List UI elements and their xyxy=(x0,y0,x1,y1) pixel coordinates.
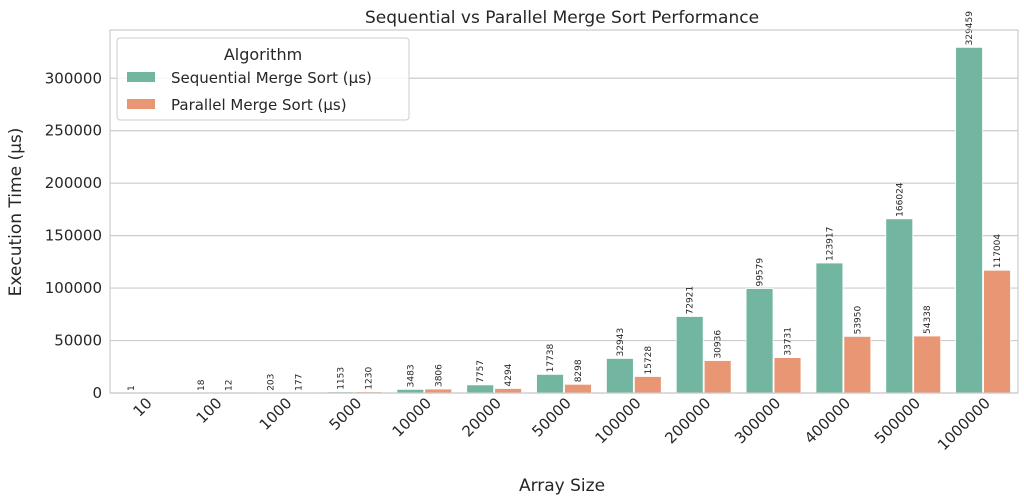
bar-sequential xyxy=(675,316,704,394)
data-label: 33731 xyxy=(784,327,794,356)
chart-title: Sequential vs Parallel Merge Sort Perfor… xyxy=(365,8,759,28)
x-tick-label: 10000 xyxy=(389,394,435,440)
bar-sequential xyxy=(466,384,495,394)
x-tick-label: 10 xyxy=(130,394,156,420)
y-tick-label: 50000 xyxy=(54,332,102,350)
x-tick-label: 1000 xyxy=(256,394,296,434)
data-label: 3806 xyxy=(434,364,444,387)
legend: Algorithm Sequential Merge Sort (µs) Par… xyxy=(116,37,410,121)
bar-parallel xyxy=(843,335,872,394)
legend-title: Algorithm xyxy=(224,45,302,64)
bar-sequential xyxy=(955,46,983,394)
legend-swatch-parallel xyxy=(127,99,155,109)
x-tick-label: 50000 xyxy=(528,394,574,440)
x-tick-label: 200000 xyxy=(661,394,714,447)
x-tick-label: 5000 xyxy=(326,394,366,434)
y-tick-label: 0 xyxy=(92,384,102,402)
data-label: 177 xyxy=(295,374,305,391)
x-tick-label: 300000 xyxy=(731,394,784,447)
data-label: 4294 xyxy=(504,363,514,386)
y-tick-label: 150000 xyxy=(45,227,102,245)
bar-parallel xyxy=(494,388,522,394)
x-tick-label: 400000 xyxy=(801,394,854,447)
data-label: 117004 xyxy=(993,234,1003,269)
data-label: 203 xyxy=(267,374,277,391)
x-axis-label: Array Size xyxy=(519,476,605,496)
bar-parallel xyxy=(633,376,662,394)
data-label: 18 xyxy=(197,379,207,391)
data-label: 3483 xyxy=(406,364,416,387)
data-label: 30936 xyxy=(714,330,724,359)
bar-parallel xyxy=(983,269,1011,394)
y-tick-label: 300000 xyxy=(45,69,102,87)
data-label: 54338 xyxy=(923,305,933,334)
y-tick-label: 100000 xyxy=(45,279,102,297)
bar-sequential xyxy=(885,218,914,394)
data-label: 72921 xyxy=(686,286,696,315)
x-tick-label: 100000 xyxy=(591,394,644,447)
bar-sequential xyxy=(606,358,634,394)
data-label: 15728 xyxy=(644,346,654,375)
data-label: 166024 xyxy=(895,182,905,217)
data-label: 17738 xyxy=(546,343,556,372)
bar-sequential xyxy=(536,373,564,394)
data-label: 53950 xyxy=(853,305,863,334)
data-label: 32943 xyxy=(616,328,626,357)
data-label: 12 xyxy=(225,380,235,391)
plot-frame xyxy=(109,29,1019,394)
x-tick-label: 100 xyxy=(193,394,226,427)
y-tick-label: 250000 xyxy=(45,122,102,140)
data-label: 1230 xyxy=(364,367,374,390)
data-label: 99579 xyxy=(756,258,766,287)
legend-swatch-sequential xyxy=(127,72,155,82)
legend-box xyxy=(116,37,410,121)
x-tick-label: 500000 xyxy=(871,394,924,447)
data-label: 8298 xyxy=(574,359,584,382)
bar-parallel xyxy=(913,335,942,394)
data-label: 7757 xyxy=(476,360,486,383)
legend-label-sequential: Sequential Merge Sort (µs) xyxy=(171,69,372,87)
bar-sequential xyxy=(745,288,774,394)
bar-parallel xyxy=(773,357,802,394)
data-label: 123917 xyxy=(825,227,835,261)
bar-parallel xyxy=(703,360,732,394)
legend-label-parallel: Parallel Merge Sort (µs) xyxy=(171,96,347,114)
data-label: 329459 xyxy=(965,11,975,46)
x-tick-label: 1000000 xyxy=(934,394,994,454)
y-axis-label: Execution Time (µs) xyxy=(6,128,26,297)
x-tick-label: 20000 xyxy=(459,394,505,440)
bar-parallel xyxy=(564,383,592,394)
data-label: 1153 xyxy=(336,367,346,390)
y-tick-label: 200000 xyxy=(45,174,102,192)
bar-sequential xyxy=(815,262,844,394)
data-label: 1 xyxy=(127,385,137,391)
